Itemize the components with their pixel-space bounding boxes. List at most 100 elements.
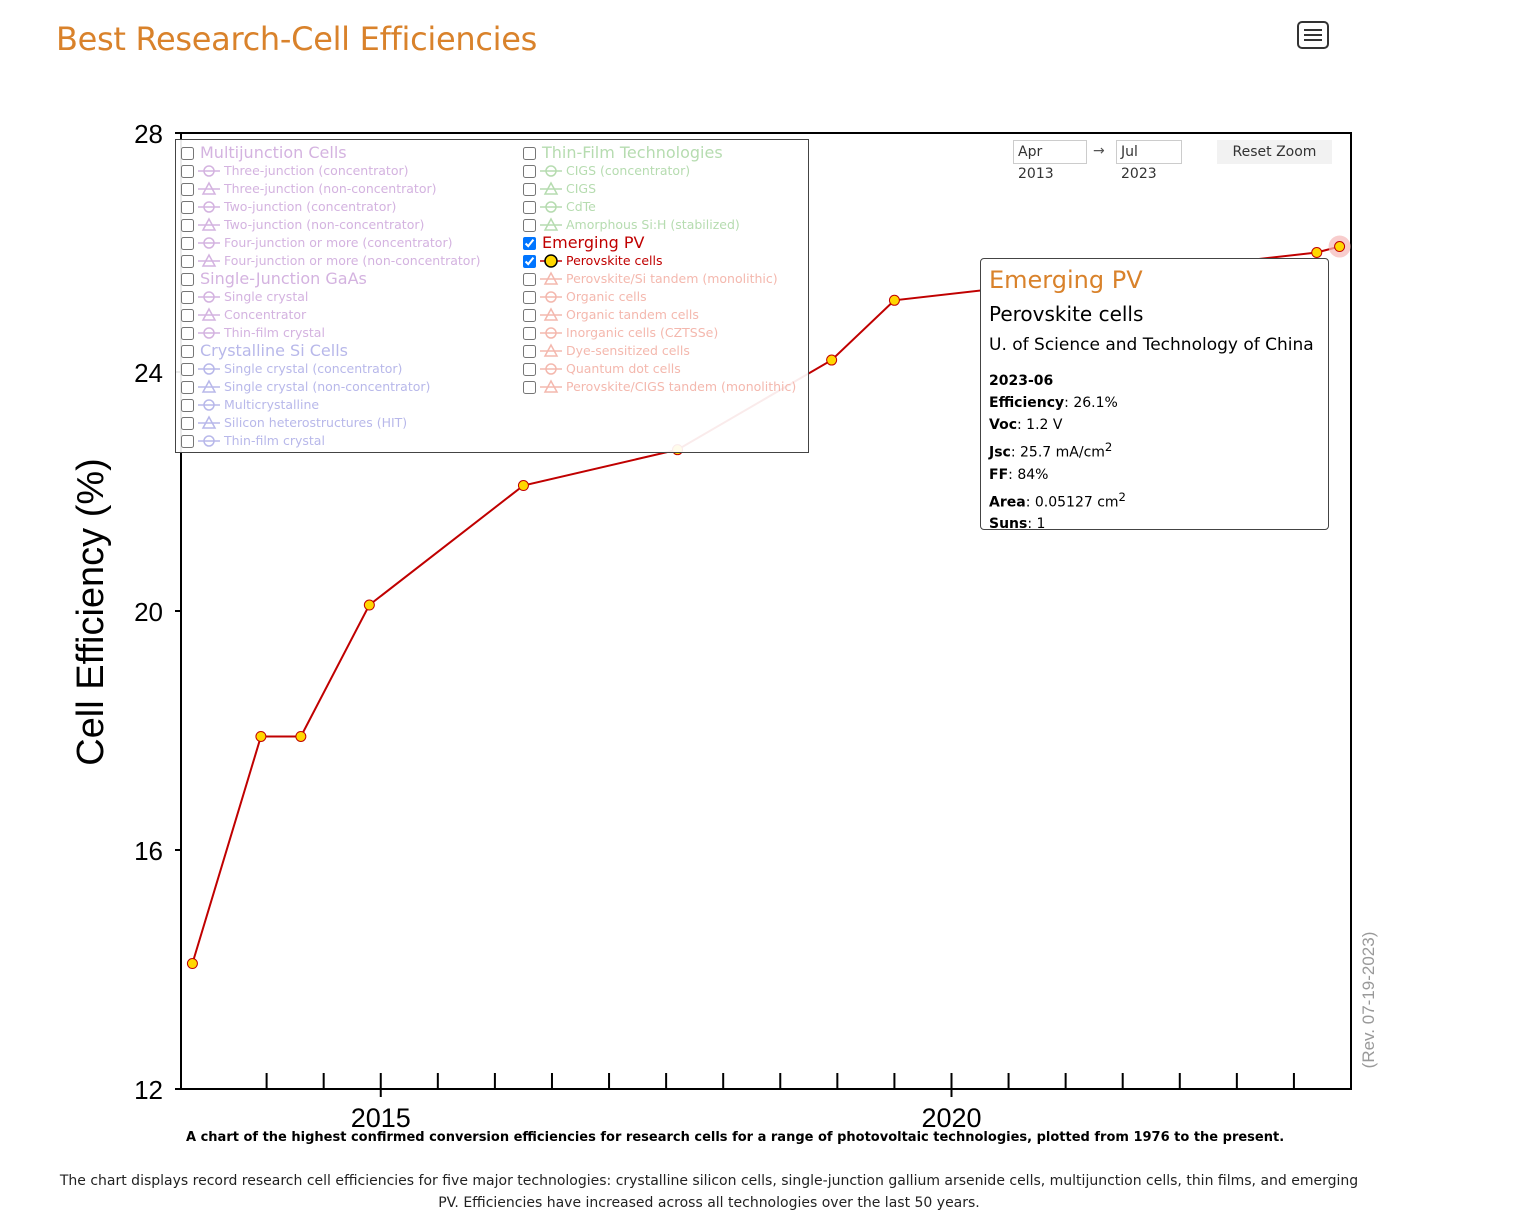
legend-item-checkbox[interactable] [181,309,194,322]
legend-item[interactable]: Single crystal (non-concentrator) [176,378,516,396]
legend-item-label: Inorganic cells (CZTSSe) [566,325,719,340]
legend-item-checkbox[interactable] [523,273,536,286]
legend-item[interactable]: Thin-film crystal [176,432,516,450]
legend-item[interactable]: Two-junction (concentrator) [176,198,516,216]
legend-marker-icon [198,306,222,324]
legend-group-checkbox[interactable] [181,147,194,160]
legend-group-checkbox[interactable] [181,345,194,358]
legend-item[interactable]: CdTe [518,198,808,216]
legend-group-checkbox[interactable] [523,237,536,250]
reset-zoom-button[interactable]: Reset Zoom [1217,140,1332,164]
legend-item[interactable]: CIGS (concentrator) [518,162,808,180]
legend-item[interactable]: Three-junction (concentrator) [176,162,516,180]
tooltip-voc: Voc: 1.2 V [989,417,1063,433]
legend-group-checkbox[interactable] [523,147,536,160]
legend-group[interactable]: Multijunction Cells [176,144,516,162]
legend-item-label: Two-junction (concentrator) [224,199,397,214]
legend-item-checkbox[interactable] [181,183,194,196]
legend-group-checkbox[interactable] [181,273,194,286]
page-title: Best Research-Cell Efficiencies [56,20,537,58]
legend-item[interactable]: Perovskite/CIGS tandem (monolithic) [518,378,808,396]
legend-item[interactable]: Two-junction (non-concentrator) [176,216,516,234]
legend-item[interactable]: Perovskite cells [518,252,808,270]
legend-item[interactable]: Thin-film crystal [176,324,516,342]
data-point [826,354,838,366]
legend-marker-icon [198,252,222,270]
legend-item-checkbox[interactable] [523,381,536,394]
revision-label: (Rev. 07-19-2023) [1359,932,1378,1069]
legend-item-checkbox[interactable] [523,219,536,232]
legend-group[interactable]: Crystalline Si Cells [176,342,516,360]
legend-marker-icon [198,234,222,252]
data-point [363,599,375,611]
tooltip-efficiency-value: 26.1% [1073,395,1118,411]
legend-marker-icon [540,288,564,306]
legend-group[interactable]: Emerging PV [518,234,808,252]
legend-item[interactable]: Multicrystalline [176,396,516,414]
legend-item[interactable]: Three-junction (non-concentrator) [176,180,516,198]
legend-item[interactable]: Four-junction or more (non-concentrator) [176,252,516,270]
legend-item-checkbox[interactable] [181,237,194,250]
legend-marker-icon [198,162,222,180]
tooltip-jsc: Jsc: 25.7 mA/cm2 [989,440,1113,461]
data-tooltip: Emerging PV Perovskite cells U. of Scien… [980,258,1329,532]
tooltip-efficiency-label: Efficiency [989,395,1065,411]
legend-item[interactable]: Quantum dot cells [518,360,808,378]
legend-item[interactable]: CIGS [518,180,808,198]
legend-item[interactable]: Perovskite/Si tandem (monolithic) [518,270,808,288]
legend-item-checkbox[interactable] [181,291,194,304]
legend-item[interactable]: Inorganic cells (CZTSSe) [518,324,808,342]
legend-item-checkbox[interactable] [181,417,194,430]
legend-item-checkbox[interactable] [181,201,194,214]
legend-item-checkbox[interactable] [523,309,536,322]
legend-item-checkbox[interactable] [523,291,536,304]
legend-item-checkbox[interactable] [523,327,536,340]
legend-item-checkbox[interactable] [523,255,536,268]
legend-item-checkbox[interactable] [523,165,536,178]
legend-item-checkbox[interactable] [181,219,194,232]
tooltip-area-sup: 2 [1118,489,1126,504]
tooltip-area-value: 0.05127 cm [1034,494,1119,511]
legend-marker-icon [198,414,222,432]
legend-item-checkbox[interactable] [181,435,194,448]
zoom-from-field[interactable]: Apr 2013 [1013,140,1087,182]
legend-group[interactable]: Single-Junction GaAs [176,270,516,288]
tooltip-suns: Suns: 1 [989,516,1046,533]
legend-item[interactable]: Concentrator [176,306,516,324]
legend-item-checkbox[interactable] [523,345,536,358]
legend-item-checkbox[interactable] [181,327,194,340]
legend-item-checkbox[interactable] [181,399,194,412]
legend-item[interactable]: Organic tandem cells [518,306,808,324]
legend-item-label: Silicon heterostructures (HIT) [224,415,408,430]
legend-item[interactable]: Four-junction or more (concentrator) [176,234,516,252]
legend-marker-icon [540,306,564,324]
legend-item-label: Quantum dot cells [566,361,681,376]
legend-item-checkbox[interactable] [523,201,536,214]
legend-group[interactable]: Thin-Film Technologies [518,144,808,162]
legend-marker-icon [198,378,222,396]
legend-item-label: CIGS [566,181,597,196]
legend-item-label: Thin-film crystal [224,433,325,448]
legend-item[interactable]: Silicon heterostructures (HIT) [176,414,516,432]
legend-item-checkbox[interactable] [523,183,536,196]
legend-left-column: Multijunction Cells Three-junction (conce… [176,144,516,450]
legend-item[interactable]: Amorphous Si:H (stabilized) [518,216,808,234]
tooltip-voc-label: Voc [989,417,1017,433]
legend-item-checkbox[interactable] [181,363,194,376]
legend-item[interactable]: Dye-sensitized cells [518,342,808,360]
hamburger-menu-button[interactable] [1297,21,1329,49]
zoom-to-field[interactable]: Jul 2023 [1116,140,1182,182]
legend-item[interactable]: Single crystal (concentrator) [176,360,516,378]
legend-item-checkbox[interactable] [181,165,194,178]
legend-item-checkbox[interactable] [523,363,536,376]
legend-item-label: Single crystal (non-concentrator) [224,379,431,394]
legend-item-checkbox[interactable] [181,255,194,268]
legend-group-label: Single-Junction GaAs [200,269,367,288]
legend-item[interactable]: Single crystal [176,288,516,306]
legend-item[interactable]: Organic cells [518,288,808,306]
legend-group-label: Multijunction Cells [200,143,347,162]
tooltip-suns-value: 1 [1036,516,1046,533]
legend-marker-icon [198,324,222,342]
legend-item-checkbox[interactable] [181,381,194,394]
legend-item-label: Four-junction or more (non-concentrator) [224,253,481,268]
